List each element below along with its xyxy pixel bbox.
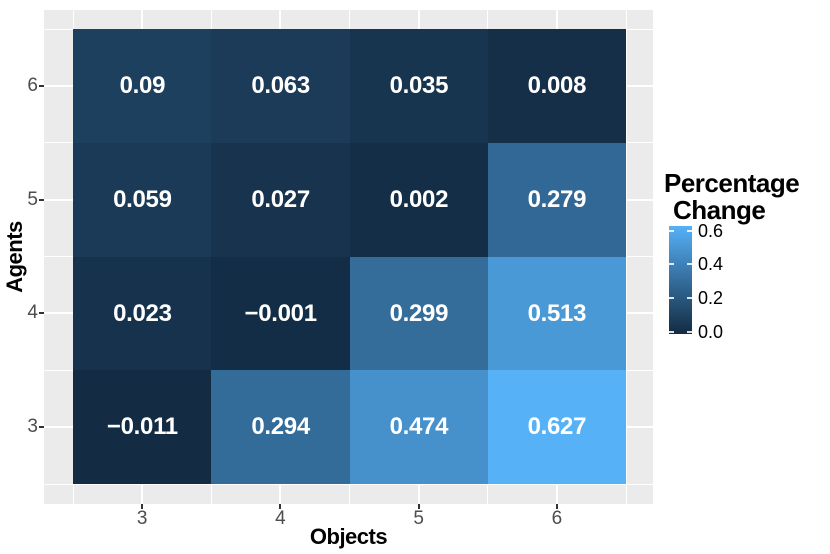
cell-value-label: 0.627 — [527, 413, 587, 441]
y-tick-label: 5 — [27, 188, 38, 210]
legend-tick-label: 0.4 — [698, 254, 724, 275]
heatmap-cell: 0.279 — [487, 142, 626, 257]
heatmap-cell: 0.299 — [349, 256, 489, 371]
legend-title: Percentage Change — [664, 168, 800, 225]
cell-value-label: 0.023 — [113, 299, 172, 327]
cell-value-label: 0.027 — [251, 185, 310, 213]
y-tick-label: 6 — [27, 74, 38, 96]
y-axis-title: Agents — [2, 221, 27, 293]
heatmap-cell: 0.063 — [211, 29, 350, 144]
legend-tick-mark-left — [669, 331, 674, 334]
cell-value-label: 0.059 — [113, 185, 172, 213]
x-tick-mark — [141, 504, 144, 509]
x-tick-mark — [279, 504, 282, 509]
grid-minor-h — [44, 483, 653, 485]
y-tick-label: 3 — [27, 416, 38, 438]
plot-panel: 0.09 0.063 0.035 0.008 0.059 0.027 0.002 0.279 0… — [44, 10, 653, 504]
y-tick-mark — [39, 426, 44, 429]
heatmap-cell: −0.001 — [211, 256, 350, 371]
legend-tick-mark-right — [687, 331, 692, 334]
heatmap-cell: 0.294 — [211, 370, 350, 484]
x-tick-mark — [417, 504, 420, 509]
y-tick-label: 4 — [27, 302, 38, 324]
cell-value-label: 0.279 — [527, 185, 587, 213]
legend-tick-mark-left — [669, 297, 674, 300]
x-tick-label: 5 — [413, 508, 424, 529]
legend-tick-mark-left — [669, 229, 674, 232]
heatmap-cell: 0.002 — [349, 142, 489, 257]
y-tick-mark — [39, 312, 44, 315]
legend-tick-label: 0.0 — [698, 322, 724, 343]
y-tick-mark — [39, 84, 44, 87]
legend-tick-label: 0.6 — [698, 220, 724, 241]
heatmap-cell: 0.035 — [349, 29, 489, 144]
legend-tick-mark-right — [687, 297, 692, 300]
grid-minor-v — [625, 10, 627, 504]
legend-tick-mark-right — [687, 263, 692, 266]
x-tick-label: 3 — [136, 508, 148, 529]
legend-title-line2: Change — [673, 195, 766, 225]
legend-tick-mark-left — [669, 263, 674, 266]
heatmap-cell: 0.008 — [487, 29, 626, 144]
y-tick-mark — [39, 198, 44, 201]
legend-title-line1: Percentage — [664, 168, 800, 198]
heatmap-cell: 0.09 — [73, 29, 212, 144]
heatmap-cell: 0.627 — [487, 370, 626, 484]
cell-value-label: 0.299 — [389, 299, 449, 327]
x-tick-label: 6 — [551, 508, 563, 529]
cell-value-label: 0.513 — [527, 299, 587, 327]
cell-value-label: 0.002 — [389, 185, 449, 213]
x-tick-label: 4 — [275, 508, 286, 529]
cell-value-label: 0.035 — [389, 72, 449, 100]
legend-tick-mark-right — [687, 229, 692, 232]
legend-colorbar — [669, 226, 692, 334]
x-tick-mark — [555, 504, 558, 509]
cell-value-label: 0.294 — [251, 413, 310, 441]
heatmap-cell: 0.059 — [73, 142, 212, 257]
heatmap-cell: −0.011 — [73, 370, 212, 484]
heatmap-cell: 0.027 — [211, 142, 350, 257]
cell-value-label: −0.001 — [244, 299, 317, 327]
cell-value-label: 0.474 — [389, 413, 449, 441]
x-axis-title: Objects — [309, 524, 388, 549]
heatmap-cell: 0.513 — [487, 256, 626, 371]
cell-value-label: 0.09 — [119, 72, 166, 100]
cell-value-label: 0.008 — [527, 72, 587, 100]
cell-value-label: 0.063 — [251, 72, 310, 100]
cell-value-label: −0.011 — [106, 413, 178, 441]
legend-tick-label: 0.2 — [698, 288, 724, 309]
heatmap-cell: 0.023 — [73, 256, 212, 371]
heatmap-cell: 0.474 — [349, 370, 489, 484]
